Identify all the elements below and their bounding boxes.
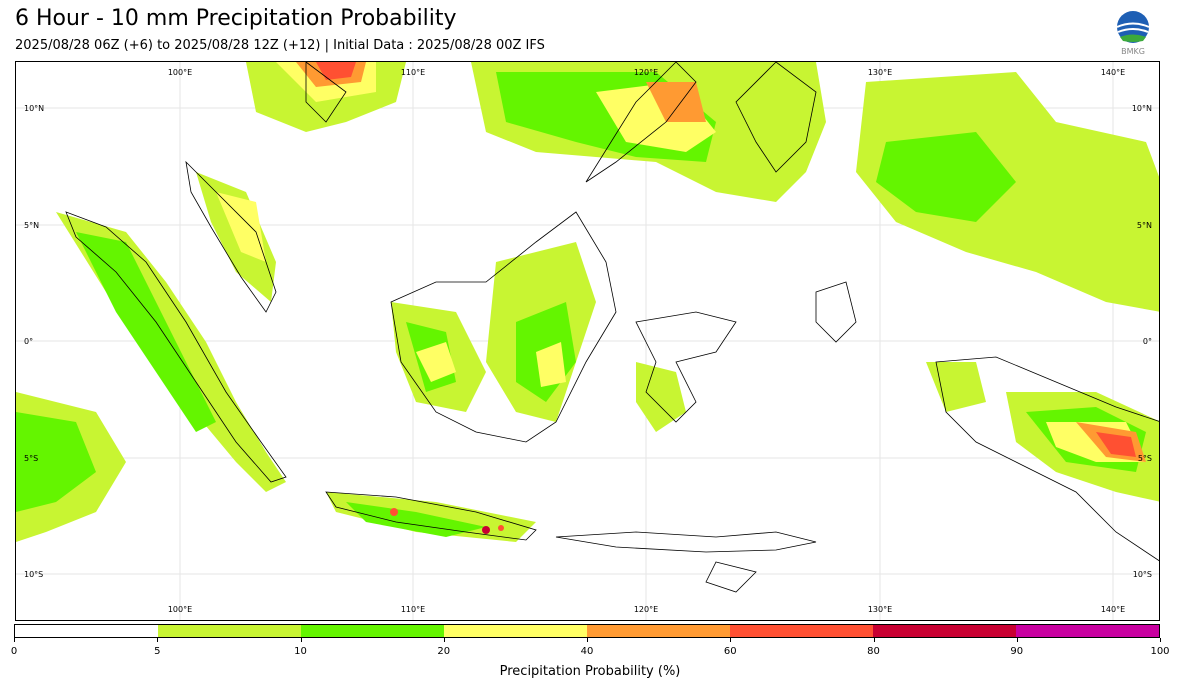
colorbar-tick-mark xyxy=(1160,638,1161,642)
svg-text:100°E: 100°E xyxy=(168,68,192,77)
svg-text:5°S: 5°S xyxy=(24,454,38,463)
lon-labels-top: 100°E 110°E 120°E 130°E 140°E xyxy=(168,68,1125,77)
coastlines xyxy=(65,62,1159,593)
colorbar-segment xyxy=(730,625,873,637)
svg-text:130°E: 130°E xyxy=(868,68,892,77)
svg-text:130°E: 130°E xyxy=(868,605,892,614)
colorbar-tick-label: 0 xyxy=(10,646,18,657)
colorbar-segment xyxy=(15,625,158,637)
svg-text:10°N: 10°N xyxy=(1132,104,1152,113)
lon-labels-bottom: 100°E 110°E 120°E 130°E 140°E xyxy=(168,605,1125,614)
svg-text:0°: 0° xyxy=(1143,337,1152,346)
svg-text:110°E: 110°E xyxy=(401,605,425,614)
colorbar-tick-mark xyxy=(587,638,588,642)
svg-text:10°S: 10°S xyxy=(24,570,43,579)
colorbar-tick-label: 40 xyxy=(580,646,594,657)
colorbar-segment xyxy=(444,625,587,637)
colorbar-tick-label: 60 xyxy=(723,646,737,657)
svg-text:BMKG: BMKG xyxy=(1121,47,1145,56)
svg-text:10°S: 10°S xyxy=(1133,570,1152,579)
colorbar-tick-label: 5 xyxy=(154,646,161,657)
map-title: 6 Hour - 10 mm Precipitation Probability xyxy=(15,6,457,31)
colorbar-segment xyxy=(873,625,1016,637)
precipitation-map[interactable]: 100°E 110°E 120°E 130°E 140°E 100°E 110°… xyxy=(15,61,1160,621)
lat-labels-right: 10°N 5°N 0° 5°S 10°S xyxy=(1132,104,1152,579)
colorbar-tick-label: 10 xyxy=(294,646,307,657)
colorbar xyxy=(14,624,1160,638)
map-canvas: 100°E 110°E 120°E 130°E 140°E 100°E 110°… xyxy=(16,62,1159,620)
colorbar-tick-mark xyxy=(300,638,302,642)
colorbar-label: Precipitation Probability (%) xyxy=(499,664,681,679)
colorbar-ticks: 0 5 10 20 40 60 80 90 100 xyxy=(10,638,1170,658)
colorbar-tick-mark xyxy=(157,638,159,642)
colorbar-tick-mark xyxy=(873,638,875,642)
colorbar-segment xyxy=(158,625,301,637)
colorbar-tick-label: 90 xyxy=(1010,646,1024,657)
svg-text:10°N: 10°N xyxy=(24,104,44,113)
colorbar-segment xyxy=(587,625,730,637)
svg-text:120°E: 120°E xyxy=(634,68,658,77)
svg-text:5°N: 5°N xyxy=(1137,221,1152,230)
colorbar-tick-label: 20 xyxy=(437,646,451,657)
colorbar-tick-mark xyxy=(443,638,445,642)
svg-text:140°E: 140°E xyxy=(1101,605,1125,614)
svg-text:5°S: 5°S xyxy=(1138,454,1152,463)
svg-text:140°E: 140°E xyxy=(1101,68,1125,77)
colorbar-tick-label: 80 xyxy=(867,646,880,657)
svg-text:110°E: 110°E xyxy=(401,68,425,77)
svg-text:5°N: 5°N xyxy=(24,221,39,230)
precip-field-extreme xyxy=(316,62,1136,534)
bmkg-logo: BMKG xyxy=(1113,10,1153,56)
colorbar-tick-label: 100 xyxy=(1150,646,1170,657)
svg-text:0°: 0° xyxy=(24,337,33,346)
colorbar-segment xyxy=(301,625,444,637)
colorbar-tick-mark xyxy=(14,638,15,642)
colorbar-segment xyxy=(1016,625,1159,637)
svg-text:100°E: 100°E xyxy=(168,605,192,614)
colorbar-tick-mark xyxy=(730,638,732,642)
map-subtitle: 2025/08/28 06Z (+6) to 2025/08/28 12Z (+… xyxy=(15,38,545,53)
svg-text:120°E: 120°E xyxy=(634,605,658,614)
colorbar-tick-mark xyxy=(1016,638,1018,642)
lat-labels-left: 10°N 5°N 0° 5°S 10°S xyxy=(24,104,44,579)
